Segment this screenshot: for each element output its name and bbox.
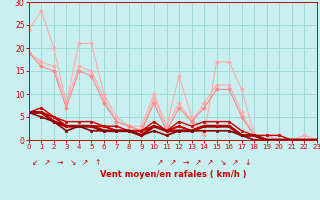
X-axis label: Vent moyen/en rafales ( km/h ): Vent moyen/en rafales ( km/h ) (100, 170, 246, 179)
Text: ↙: ↙ (32, 158, 38, 167)
Text: →: → (57, 158, 63, 167)
Text: ↗: ↗ (207, 158, 213, 167)
Text: →: → (182, 158, 188, 167)
Text: ↗: ↗ (44, 158, 51, 167)
Text: ↗: ↗ (170, 158, 176, 167)
Text: ↗: ↗ (195, 158, 201, 167)
Text: ↗: ↗ (157, 158, 164, 167)
Text: ↘: ↘ (69, 158, 76, 167)
Text: ↘: ↘ (220, 158, 226, 167)
Text: ↓: ↓ (245, 158, 251, 167)
Text: ↑: ↑ (94, 158, 101, 167)
Text: ↗: ↗ (232, 158, 239, 167)
Text: ↗: ↗ (82, 158, 88, 167)
